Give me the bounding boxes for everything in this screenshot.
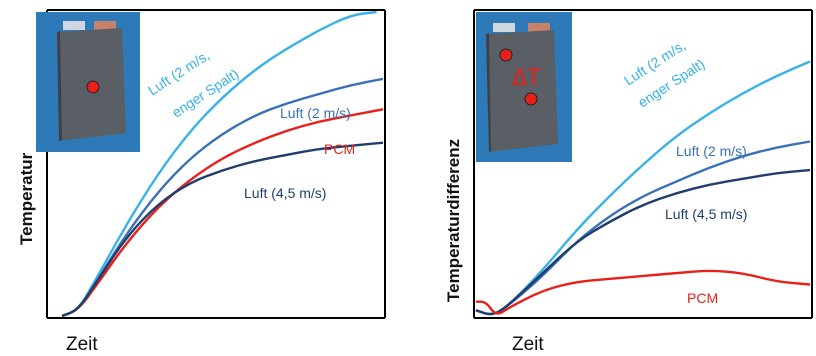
right-series-lines — [475, 60, 811, 316]
chart-left: Luft (2 m/s, enger Spalt) Luft (2 m/s) P… — [17, 9, 386, 355]
chart-right: ΔT Luft (2 m/s, enger Spalt) Luft (2 m/s… — [444, 9, 813, 355]
right-inset-battery-image: ΔT — [476, 12, 572, 162]
left-inset-marker — [86, 80, 100, 94]
right-x-axis-label: Zeit — [512, 334, 544, 355]
right-series-line-3 — [476, 269, 811, 315]
right-series-label-2: Luft (4,5 m/s) — [665, 206, 747, 222]
left-inset-battery-image — [36, 12, 140, 152]
right-series-line-2 — [475, 168, 811, 316]
right-inset-delta-t-label: ΔT — [512, 66, 541, 91]
left-y-axis-label: Temperatur — [17, 152, 36, 245]
right-series-label-3: PCM — [687, 290, 718, 306]
left-series-label-2: PCM — [324, 141, 355, 157]
right-series-label-1: Luft (2 m/s) — [676, 143, 747, 159]
left-series-label-1: Luft (2 m/s) — [280, 105, 351, 121]
right-y-axis-label: Temperaturdifferenz — [444, 139, 463, 302]
left-series-lines — [61, 10, 384, 318]
left-series-label-3: Luft (4,5 m/s) — [244, 185, 326, 201]
right-inset-marker-top — [499, 48, 513, 62]
left-series-line-3 — [61, 141, 384, 318]
left-x-axis-label: Zeit — [66, 334, 98, 355]
right-inset-marker-bottom — [524, 92, 538, 106]
